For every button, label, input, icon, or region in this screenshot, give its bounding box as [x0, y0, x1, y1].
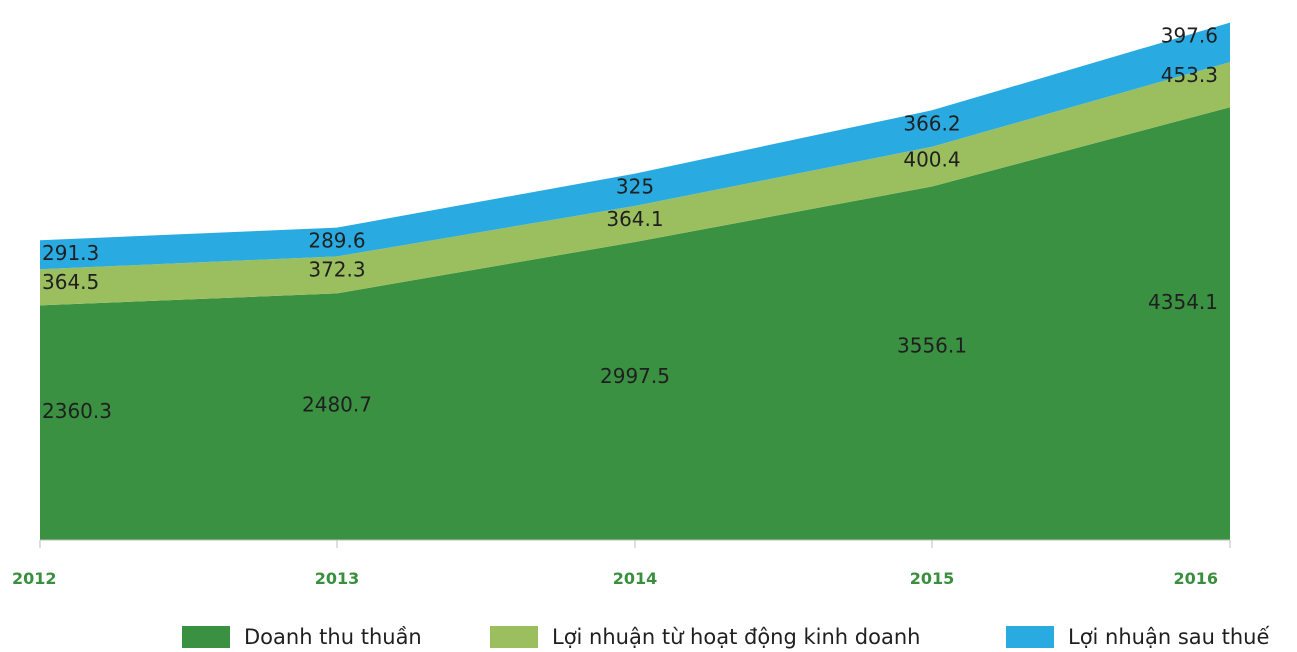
- stacked-area-chart: 2360.3 2480.7 2997.5 3556.1 4354.1 364.5 372.3…: [12, 22, 1231, 588]
- legend-item-loi-nhuan-sau-thue: Lợi nhuận sau thuế: [1006, 622, 1269, 652]
- x-axis: 2012 2013 2014 2015 2016: [12, 539, 1231, 588]
- legend-label-loi-nhuan-hdkd: Lợi nhuận từ hoạt động kinh doanh: [552, 625, 921, 649]
- value-label-doanh-thu-2013: 2480.7: [302, 392, 372, 416]
- value-label-loi-nhuan-hdkd-2012: 364.5: [42, 270, 99, 294]
- legend-item-loi-nhuan-hdkd: Lợi nhuận từ hoạt động kinh doanh: [490, 622, 920, 652]
- legend-swatch-doanh-thu: [182, 626, 230, 648]
- legend: Doanh thu thuần Lợi nhuận từ hoạt động k…: [0, 622, 1297, 652]
- area-series-group: [40, 22, 1230, 540]
- value-label-doanh-thu-2015: 3556.1: [897, 334, 967, 358]
- value-label-loi-nhuan-hdkd-2013: 372.3: [308, 257, 365, 281]
- value-label-loi-nhuan-sau-thue-2016: 397.6: [1161, 24, 1218, 48]
- area-loi-nhuan-hdkd: [40, 62, 1230, 306]
- value-label-loi-nhuan-sau-thue-2014: 325: [616, 175, 654, 199]
- value-label-loi-nhuan-hdkd-2016: 453.3: [1161, 63, 1218, 87]
- x-tick-label-2013: 2013: [315, 569, 360, 588]
- area-loi-nhuan-sau-thue: [40, 22, 1230, 270]
- legend-item-doanh-thu: Doanh thu thuần: [182, 622, 422, 652]
- value-label-doanh-thu-2016: 4354.1: [1148, 290, 1218, 314]
- value-label-loi-nhuan-hdkd-2014: 364.1: [606, 207, 663, 231]
- legend-label-doanh-thu: Doanh thu thuần: [244, 625, 422, 649]
- value-labels-group: 2360.3 2480.7 2997.5 3556.1 4354.1 364.5 372.3…: [42, 24, 1218, 423]
- legend-swatch-loi-nhuan-hdkd: [490, 626, 538, 648]
- legend-label-loi-nhuan-sau-thue: Lợi nhuận sau thuế: [1068, 625, 1270, 649]
- value-label-doanh-thu-2012: 2360.3: [42, 399, 112, 423]
- value-label-loi-nhuan-sau-thue-2013: 289.6: [308, 229, 365, 253]
- legend-swatch-loi-nhuan-sau-thue: [1006, 626, 1054, 648]
- value-label-loi-nhuan-sau-thue-2012: 291.3: [42, 241, 99, 265]
- x-tick-label-2012: 2012: [12, 569, 57, 588]
- x-tick-label-2014: 2014: [613, 569, 658, 588]
- area-doanh-thu: [40, 107, 1230, 540]
- value-label-loi-nhuan-hdkd-2015: 400.4: [903, 148, 960, 172]
- value-label-doanh-thu-2014: 2997.5: [600, 364, 670, 388]
- value-label-loi-nhuan-sau-thue-2015: 366.2: [903, 111, 960, 135]
- x-tick-label-2015: 2015: [910, 569, 955, 588]
- x-tick-label-2016: 2016: [1173, 569, 1218, 588]
